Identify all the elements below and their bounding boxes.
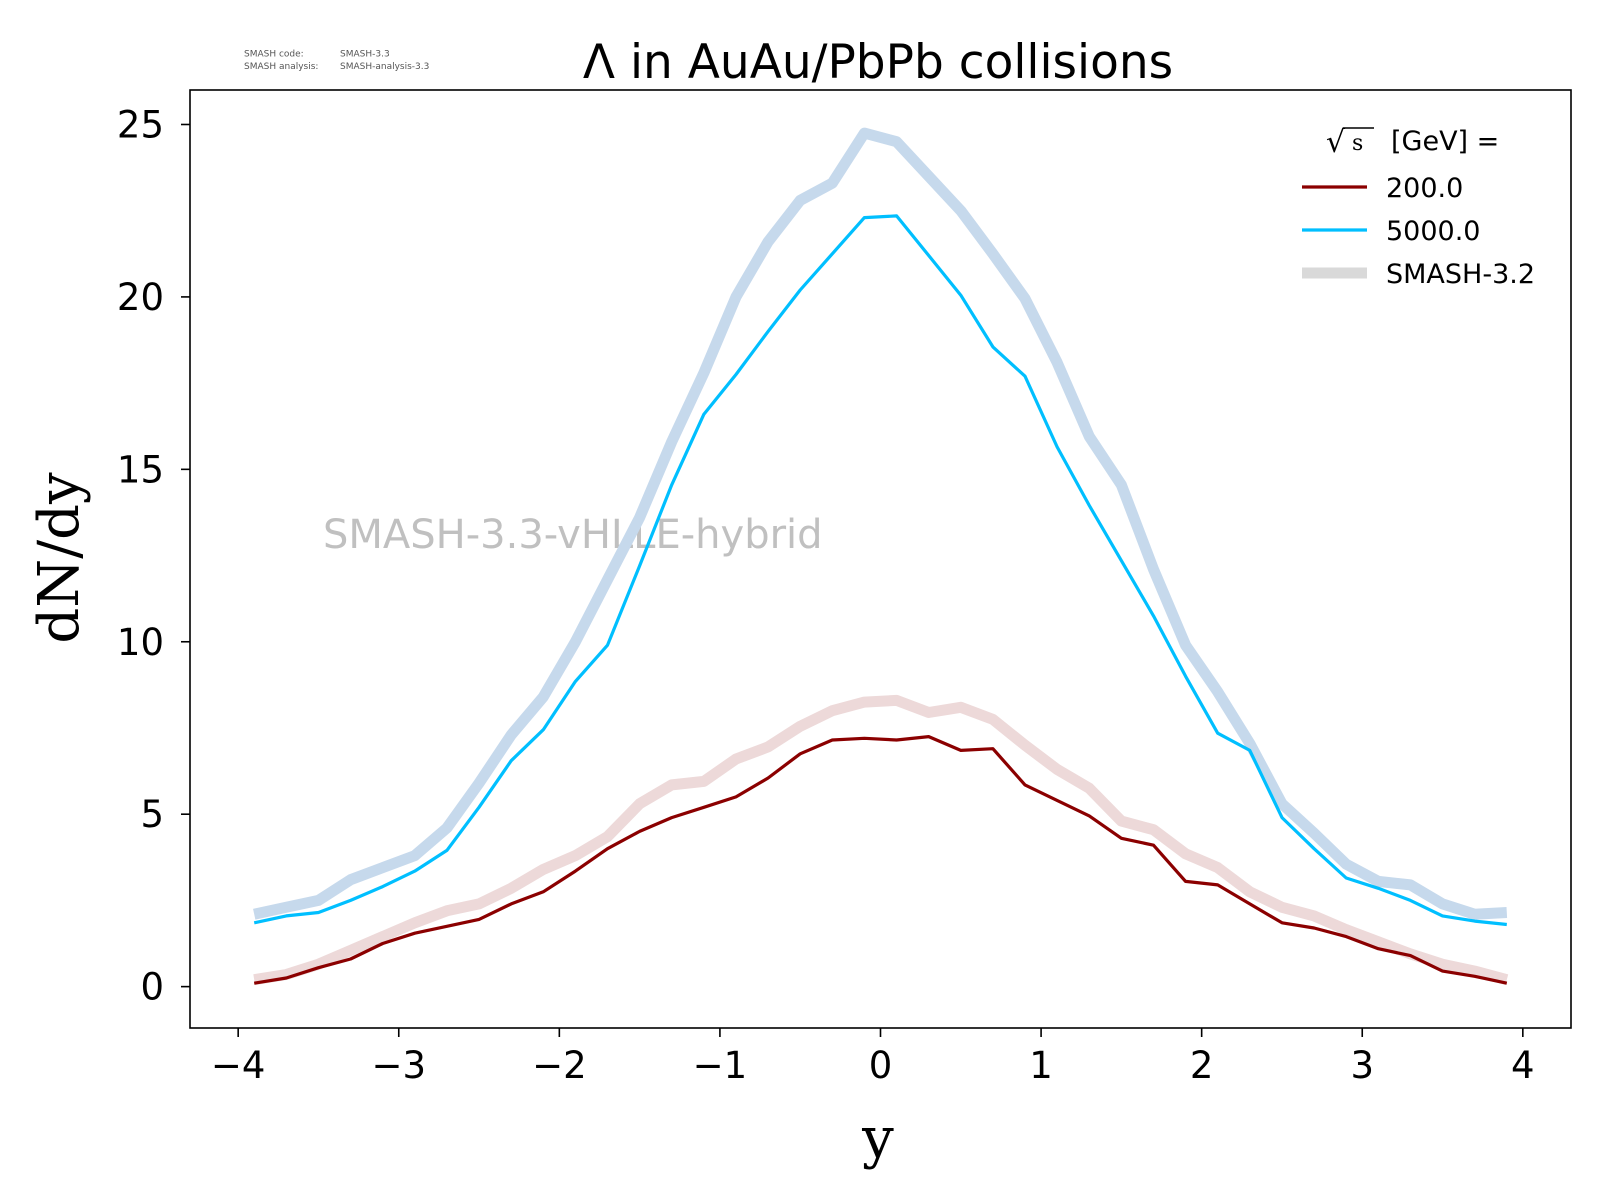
y-axis: 0 5 10 15 20 25 xyxy=(117,103,190,1009)
legend: √ s [GeV] = 200.0 5000.0 SMASH-3.2 xyxy=(1302,125,1535,290)
series-line xyxy=(253,734,1508,985)
series-line xyxy=(253,214,1507,927)
y-tick-label: 5 xyxy=(140,793,164,836)
y-tick-label: 15 xyxy=(117,448,164,491)
meta-code-value: SMASH-3.3 xyxy=(340,50,390,60)
y-tick-label: 10 xyxy=(117,621,164,664)
x-tick-label: 3 xyxy=(1350,1044,1374,1087)
x-tick-label: −2 xyxy=(532,1044,587,1087)
legend-label: SMASH-3.2 xyxy=(1386,259,1535,290)
y-tick-label: 20 xyxy=(117,276,164,319)
series-3 xyxy=(253,734,1508,985)
series-layer xyxy=(253,127,1509,986)
x-tick-label: 0 xyxy=(869,1044,893,1087)
x-tick-label: −4 xyxy=(211,1044,266,1087)
legend-title: √ s [GeV] = xyxy=(1326,125,1499,160)
legend-entries: 200.0 5000.0 SMASH-3.2 xyxy=(1302,173,1535,290)
series-1 xyxy=(253,694,1509,986)
legend-title-text: [GeV] = xyxy=(1391,126,1499,157)
y-axis-label: dN/dy xyxy=(27,472,92,644)
legend-title-s: s xyxy=(1352,131,1363,156)
series-0 xyxy=(253,127,1508,920)
y-tick-label: 25 xyxy=(117,103,164,146)
x-axis-label: y xyxy=(861,1106,894,1171)
watermark-label: SMASH-3.3-vHLLE-hybrid xyxy=(323,512,823,558)
x-tick-label: 2 xyxy=(1190,1044,1214,1087)
x-tick-label: 1 xyxy=(1029,1044,1053,1087)
x-tick-label: 4 xyxy=(1511,1044,1535,1087)
chart-title: Λ in AuAu/PbPb collisions xyxy=(583,35,1173,90)
meta-analysis-value: SMASH-analysis-3.3 xyxy=(340,62,429,72)
legend-label: 5000.0 xyxy=(1386,216,1480,247)
series-line xyxy=(253,694,1509,986)
x-tick-label: −3 xyxy=(371,1044,426,1087)
legend-title-sqrt: √ xyxy=(1326,125,1346,160)
x-axis: −4 −3 −2 −1 0 1 2 3 4 xyxy=(211,1028,1535,1087)
legend-label: 200.0 xyxy=(1386,173,1463,204)
meta-code-label: SMASH code: xyxy=(244,50,304,60)
x-tick-label: −1 xyxy=(693,1044,748,1087)
series-2 xyxy=(253,214,1507,927)
meta-analysis-label: SMASH analysis: xyxy=(244,62,318,72)
series-line xyxy=(253,127,1508,920)
y-tick-label: 0 xyxy=(140,966,164,1009)
